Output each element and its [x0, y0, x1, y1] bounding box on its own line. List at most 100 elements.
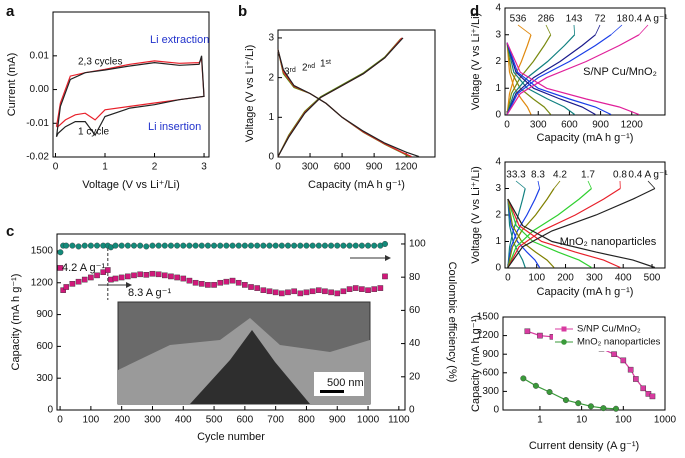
x-tick-label: 700: [267, 415, 284, 426]
marker: [346, 242, 353, 249]
marker: [315, 287, 322, 293]
marker: [371, 242, 378, 249]
x-tick-label: 0: [57, 415, 63, 426]
y-tick-label: 1: [495, 236, 501, 247]
x-axis-title: Voltage (V vs Li⁺/Li): [82, 179, 180, 191]
x-tick-label: 10: [576, 415, 588, 426]
x-tick-label: 1: [537, 415, 543, 426]
y-tick-label: 0: [495, 110, 501, 121]
y-tick-label: -0.02: [26, 152, 49, 163]
marker: [546, 389, 553, 396]
y-axis-title: Voltage (V vs Li⁺/Li): [470, 166, 482, 264]
marker: [297, 242, 304, 249]
marker: [167, 242, 174, 249]
y-tick-label: 300: [36, 373, 53, 384]
marker: [63, 284, 70, 290]
annotation: Li extraction: [150, 34, 209, 46]
marker: [532, 382, 539, 389]
x-tick-label: 2: [152, 162, 158, 173]
marker: [168, 273, 174, 280]
y-tick-label: 4: [495, 157, 501, 168]
series-line: [277, 38, 410, 158]
marker: [377, 285, 384, 291]
x-tick-label: 400: [175, 415, 192, 426]
marker: [328, 289, 334, 296]
marker: [640, 385, 647, 392]
marker: [278, 242, 285, 249]
panel-label: c: [6, 223, 14, 240]
x-tick-label: 300: [302, 162, 319, 173]
x-tick-label: 100: [615, 415, 632, 426]
y-tick-label: 4: [495, 3, 501, 14]
y-tick-label: -0.01: [26, 118, 49, 129]
series-line: [506, 34, 552, 115]
marker: [137, 271, 143, 278]
marker: [272, 289, 279, 296]
y-tick-label: 1500: [31, 246, 54, 257]
y-tick-label: 3: [495, 183, 501, 194]
marker: [217, 242, 224, 249]
marker: [627, 366, 634, 373]
leader-line: [587, 180, 592, 189]
x-tick-label: 400: [615, 273, 632, 284]
marker: [198, 242, 205, 249]
annotation: 500 nm: [327, 377, 364, 389]
y-tick-label: 2: [268, 72, 274, 83]
leader-line: [517, 24, 532, 36]
leader-line: [515, 180, 526, 189]
y-tick-label: 1: [495, 83, 501, 94]
y-axis-title: Capacity (mA h g⁻¹): [10, 274, 22, 371]
x-tick-label: 0: [505, 273, 511, 284]
marker: [180, 275, 187, 282]
marker: [321, 242, 328, 249]
marker: [94, 242, 101, 249]
marker: [155, 271, 162, 278]
marker: [315, 242, 322, 249]
leader-line: [647, 180, 656, 189]
sem-cavity: [190, 330, 310, 404]
marker: [81, 276, 88, 283]
series-line: [55, 57, 205, 128]
marker: [130, 242, 137, 249]
marker: [285, 289, 291, 296]
series-line: [507, 187, 656, 269]
legend-label: MnO₂ nanoparticles: [577, 337, 661, 348]
marker: [520, 375, 527, 382]
rate-label: 33.3: [506, 170, 526, 181]
y-tick-label: 900: [482, 349, 499, 360]
scale-bar: [320, 390, 344, 393]
marker: [328, 242, 335, 249]
leader-line: [553, 180, 561, 189]
annotation: Li insertion: [148, 121, 201, 133]
y-axis-title: Current (mA): [6, 53, 18, 117]
marker: [620, 357, 627, 364]
y-tick-label: 600: [36, 341, 53, 352]
annotation: 8.3 A g⁻¹: [128, 287, 171, 299]
y-tick-label: 1200: [477, 330, 500, 341]
marker: [204, 242, 211, 249]
marker: [211, 282, 217, 288]
marker: [149, 270, 156, 277]
marker: [57, 265, 64, 271]
y-tick-label: 3: [495, 29, 501, 40]
marker: [303, 289, 310, 296]
marker: [223, 242, 230, 249]
series-line: [506, 34, 640, 116]
x-tick-label: 500: [206, 415, 223, 426]
y2-axis-title: Coulombic efficiency (%): [446, 262, 458, 383]
x-axis-title: Capacity (mA h g⁻¹): [308, 179, 405, 191]
marker: [192, 242, 199, 249]
y-tick-label: 300: [482, 386, 499, 397]
marker: [205, 282, 211, 288]
x-tick-label: 0: [53, 162, 59, 173]
marker: [291, 288, 297, 295]
rate-label: 72: [594, 14, 606, 25]
marker: [254, 285, 260, 291]
marker: [88, 274, 94, 281]
rate-label: 0.8: [613, 170, 627, 181]
x-tick-label: 600: [237, 415, 254, 426]
marker: [118, 242, 125, 249]
y-tick-label: 0.01: [30, 50, 50, 61]
marker: [137, 242, 144, 249]
